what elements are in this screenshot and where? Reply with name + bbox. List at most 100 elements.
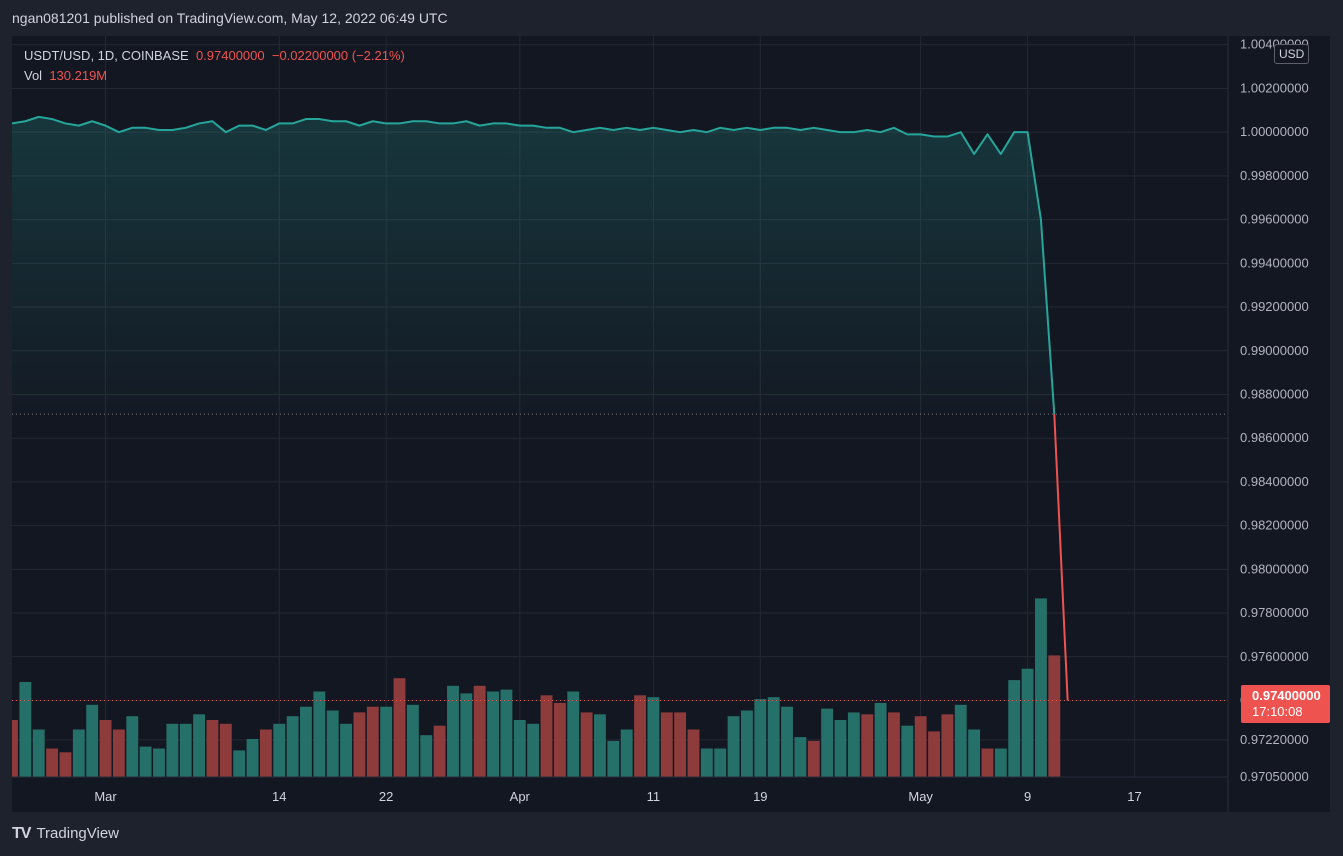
y-tick-label: 0.98600000 — [1240, 430, 1309, 445]
volume-bar — [674, 712, 687, 777]
price-tag-value: 0.97400000 — [1252, 688, 1321, 703]
volume-bar — [807, 740, 820, 777]
volume-bar — [153, 748, 165, 777]
volume-bar — [46, 748, 59, 777]
volume-bar — [781, 706, 793, 777]
volume-bar — [460, 693, 473, 777]
x-tick-label: 9 — [1024, 789, 1031, 804]
volume-bar — [246, 739, 259, 777]
volume-bar — [59, 752, 72, 777]
volume-bar — [687, 729, 700, 777]
x-tick-label: 11 — [647, 789, 661, 804]
volume-bar — [300, 706, 312, 777]
y-tick-label: 1.00000000 — [1240, 124, 1309, 139]
volume-bar — [700, 748, 713, 777]
volume-bar — [821, 708, 834, 777]
last-price-tag: 0.97400000 17:10:08 — [1241, 685, 1330, 723]
volume-bar — [994, 748, 1007, 777]
volume-bar — [473, 685, 486, 777]
volume-bar — [447, 685, 459, 777]
volume-bar — [112, 729, 125, 777]
volume-bar — [366, 706, 379, 777]
volume-value: 130.219M — [49, 68, 108, 83]
volume-bar — [126, 716, 139, 777]
volume-bar — [714, 748, 727, 777]
volume-bar — [607, 740, 620, 777]
volume-bar — [340, 723, 352, 777]
volume-bar — [179, 723, 192, 777]
price-change: −0.02200000 (−2.21%) — [271, 48, 405, 63]
publish-info: ngan081201 published on TradingView.com,… — [12, 10, 448, 26]
volume-bar — [954, 704, 967, 777]
chart-legend: USDT/USD, 1D, COINBASE 0.97400000 −0.022… — [24, 46, 405, 86]
y-tick-label: 0.99000000 — [1240, 343, 1309, 358]
last-price: 0.97400000 — [195, 48, 265, 63]
y-tick-label: 0.97050000 — [1240, 769, 1309, 784]
volume-bar — [193, 714, 206, 777]
price-line-up — [12, 115, 1056, 415]
x-tick-label: 19 — [753, 789, 767, 804]
x-tick-label: Apr — [510, 789, 531, 804]
volume-bar — [1021, 668, 1034, 777]
volume-bar — [1048, 655, 1061, 777]
volume-bar — [86, 704, 99, 777]
volume-bar — [567, 691, 580, 777]
price-chart[interactable]: 1.004000001.002000001.000000000.99800000… — [12, 36, 1330, 812]
symbol-label[interactable]: USDT/USD, 1D, COINBASE — [24, 48, 189, 63]
volume-bar — [754, 699, 767, 777]
volume-bar — [901, 725, 914, 777]
volume-bar — [99, 720, 112, 777]
y-tick-label: 0.99200000 — [1240, 299, 1309, 314]
volume-bar — [326, 710, 339, 777]
volume-bar — [553, 702, 566, 777]
volume-label[interactable]: Vol — [24, 68, 43, 83]
volume-bar — [861, 714, 874, 777]
volume-bar — [406, 704, 419, 777]
volume-bar — [941, 714, 954, 777]
volume-bar — [727, 716, 740, 777]
volume-bar — [1008, 680, 1021, 777]
volume-bar — [259, 729, 272, 777]
volume-bar — [580, 712, 593, 777]
volume-bar — [594, 714, 606, 777]
volume-bar — [206, 720, 219, 777]
price-area — [12, 116, 1055, 415]
volume-bar — [12, 720, 18, 777]
volume-bar — [433, 725, 446, 777]
volume-bar — [741, 710, 753, 777]
volume-bar — [540, 695, 553, 777]
volume-bar — [353, 712, 366, 777]
tv-logo-icon: TV — [12, 825, 31, 842]
volume-bar — [313, 691, 326, 777]
volume-bar — [981, 748, 994, 777]
tradingview-logo[interactable]: TV TradingView — [12, 820, 119, 848]
volume-bar — [32, 729, 45, 777]
volume-bar — [233, 750, 246, 777]
volume-bar — [767, 697, 780, 777]
chart-area[interactable]: 1.004000001.002000001.000000000.99800000… — [12, 36, 1330, 812]
y-tick-label: 0.99400000 — [1240, 255, 1309, 270]
volume-bar — [874, 702, 887, 777]
currency-button[interactable]: USD — [1274, 44, 1310, 64]
axes: 1.004000001.002000001.000000000.99800000… — [12, 36, 1309, 812]
volume-bar — [393, 678, 406, 777]
volume-bar — [928, 731, 940, 777]
volume-bar — [139, 746, 152, 777]
volume-bar — [647, 697, 660, 777]
y-tick-label: 0.98400000 — [1240, 474, 1309, 489]
price-line — [12, 115, 1069, 701]
volume-bar — [19, 682, 32, 777]
y-tick-label: 0.97220000 — [1240, 732, 1309, 747]
x-tick-label: 14 — [272, 789, 286, 804]
y-tick-label: 0.97800000 — [1240, 605, 1309, 620]
volume-bar — [380, 706, 393, 777]
volume-bar — [634, 695, 646, 777]
y-tick-label: 0.97600000 — [1240, 649, 1309, 664]
brand-name: TradingView — [36, 825, 119, 842]
volume-bar — [914, 716, 927, 777]
y-tick-label: 0.99600000 — [1240, 212, 1309, 227]
x-tick-label: May — [908, 789, 933, 804]
y-tick-label: 1.00200000 — [1240, 80, 1309, 95]
volume-bar — [286, 716, 299, 777]
price-area-fill — [12, 116, 1055, 415]
